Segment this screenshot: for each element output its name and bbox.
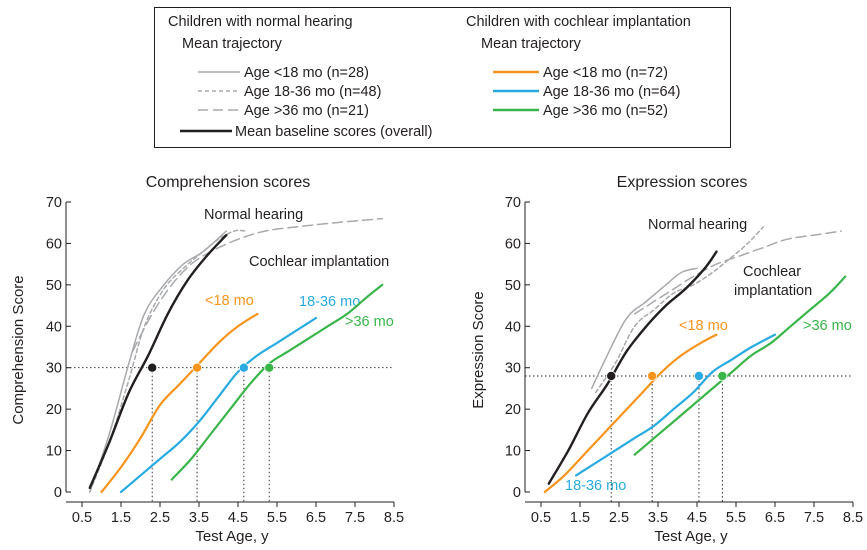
expression-series-age-gt36-mo-n-21 (633, 230, 843, 315)
expression-reference-lines (525, 375, 853, 502)
comprehension-series-mean-baseline-scores-overall (88, 233, 228, 490)
legend-label-ci-lt18: Age <18 mo (n=72) (543, 65, 668, 81)
legend-ci-subheading: Mean trajectory (481, 36, 582, 52)
expression-x-ticks: 0.5 1.5 2.5 3.5 4.5 5.5 6.5 7.5 8.5 (531, 502, 863, 526)
legend-label-baseline: Mean baseline scores (overall) (235, 124, 432, 140)
comprehension-y-tick-label: 20 (46, 402, 62, 418)
comprehension-marker-age-lt18-mo-n-72 (192, 362, 203, 373)
comprehension-y-tick-label: 60 (46, 236, 62, 252)
expression-y-tick-label: 30 (505, 361, 521, 377)
legend-label-ci-gt36: Age >36 mo (n=52) (543, 103, 668, 119)
expression-annotation-cochlear-line1: Cochlear (743, 264, 801, 280)
expression-marker-mean-baseline-scores-overall (606, 370, 617, 381)
comprehension-x-tick-label: 6.5 (306, 510, 326, 526)
comprehension-x-tick-label: 3.5 (189, 510, 209, 526)
expression-x-tick-label: 4.5 (687, 510, 707, 526)
comprehension-x-tick-label: 0.5 (72, 510, 92, 526)
expression-x-tick-label: 6.5 (765, 510, 785, 526)
legend-ci-heading: Children with cochlear implantation (466, 14, 691, 30)
expression-y-tick-label: 20 (505, 402, 521, 418)
comprehension-series-age-18-36-mo-n-48 (89, 229, 247, 493)
expression-x-tick-label: 0.5 (531, 510, 551, 526)
comprehension-y-tick-label: 30 (46, 361, 62, 377)
expression-y-tick-label: 40 (505, 319, 521, 335)
comprehension-series-age-lt18-mo-n-72 (100, 312, 259, 494)
comprehension-y-tick-label: 70 (46, 195, 62, 211)
expression-y-tick-label: 0 (513, 485, 521, 501)
comprehension-series-age-18-36-mo-n-64 (119, 316, 318, 494)
expression-y-ticks: 0 10 20 30 40 50 60 70 (505, 195, 530, 501)
expression-y-axis-label: Expression Score (470, 291, 487, 409)
comprehension-y-ticks: 0 10 20 30 40 50 60 70 (46, 195, 71, 501)
comprehension-y-tick-label: 10 (46, 444, 62, 460)
expression-x-tick-label: 3.5 (648, 510, 668, 526)
comprehension-annotation-cochlear-implantation: Cochlear implantation (249, 254, 389, 270)
comprehension-y-tick-label: 0 (54, 485, 62, 501)
expression-markers (606, 370, 728, 381)
expression-series-age-18-36-mo-n-48 (594, 226, 765, 394)
expression-series-age-lt18-mo-n-72 (543, 333, 718, 494)
expression-y-tick-label: 60 (505, 236, 521, 252)
expression-x-axis-label: Test Age, y (654, 528, 728, 545)
legend-normal-heading: Children with normal hearing (168, 14, 353, 30)
expression-y-tick-label: 10 (505, 444, 521, 460)
legend-label-normal-18-36: Age 18-36 mo (n=48) (244, 84, 381, 100)
expression-annotation-18-36: 18-36 mo (565, 478, 626, 494)
expression-series (543, 226, 847, 494)
comprehension-series (88, 217, 384, 494)
expression-annotation-gt36: >36 mo (803, 318, 852, 334)
comprehension-annotation-lt18: <18 mo (205, 293, 254, 309)
expression-series-age-18-36-mo-n-64 (575, 333, 777, 477)
comprehension-annotation-gt36: >36 mo (345, 314, 394, 330)
expression-marker-age-18-36-mo-n-64 (693, 370, 704, 381)
comprehension-x-ticks: 0.5 1.5 2.5 3.5 4.5 5.5 6.5 7.5 8.5 (72, 502, 404, 526)
legend-label-normal-lt18: Age <18 mo (n=28) (244, 65, 369, 81)
expression-chart-title: Expression scores (617, 174, 748, 191)
comprehension-x-tick-label: 7.5 (345, 510, 365, 526)
comprehension-x-tick-label: 4.5 (228, 510, 248, 526)
comprehension-marker-mean-baseline-scores-overall (147, 362, 158, 373)
expression-marker-age-gt36-mo-n-52 (717, 370, 728, 381)
expression-x-tick-label: 1.5 (570, 510, 590, 526)
expression-series-age-lt18-mo-n-28 (590, 267, 698, 390)
expression-series-mean-baseline-scores-overall (547, 250, 718, 485)
comprehension-chart-title: Comprehension scores (146, 174, 311, 191)
expression-y-tick-label: 50 (505, 278, 521, 294)
legend: Children with normal hearing Mean trajec… (154, 7, 731, 148)
comprehension-x-tick-label: 8.5 (384, 510, 404, 526)
expression-x-tick-label: 8.5 (843, 510, 863, 526)
expression-x-tick-label: 2.5 (609, 510, 629, 526)
comprehension-series-age-gt36-mo-n-52 (170, 283, 384, 481)
comprehension-y-tick-label: 50 (46, 278, 62, 294)
expression-marker-age-lt18-mo-n-72 (647, 370, 658, 381)
expression-annotation-cochlear-line2: implantation (734, 283, 812, 299)
comprehension-x-tick-label: 1.5 (111, 510, 131, 526)
expression-series-age-gt36-mo-n-52 (633, 275, 847, 456)
comprehension-y-tick-label: 40 (46, 319, 62, 335)
comprehension-markers (147, 362, 275, 373)
expression-x-tick-label: 5.5 (726, 510, 746, 526)
legend-box (154, 7, 731, 148)
legend-normal-subheading: Mean trajectory (182, 36, 283, 52)
comprehension-marker-age-gt36-mo-n-52 (264, 362, 275, 373)
expression-chart: Expression scores Normal hearing Cochlea… (470, 174, 863, 545)
comprehension-x-tick-label: 5.5 (267, 510, 287, 526)
comprehension-annotation-normal-hearing: Normal hearing (204, 207, 303, 223)
legend-label-normal-gt36: Age >36 mo (n=21) (244, 103, 369, 119)
comprehension-y-axis-label: Comprehension Score (10, 275, 27, 424)
legend-label-ci-18-36: Age 18-36 mo (n=64) (543, 84, 680, 100)
expression-x-tick-label: 7.5 (804, 510, 824, 526)
expression-y-tick-label: 70 (505, 195, 521, 211)
comprehension-chart: Comprehension scores Normal hearing Coch… (10, 174, 404, 545)
comprehension-x-tick-label: 2.5 (150, 510, 170, 526)
comprehension-marker-age-18-36-mo-n-64 (238, 362, 249, 373)
expression-annotation-normal-hearing: Normal hearing (648, 217, 747, 233)
comprehension-series-age-lt18-mo-n-28 (89, 230, 228, 493)
expression-annotation-lt18: <18 mo (679, 318, 728, 334)
comprehension-x-axis-label: Test Age, y (195, 528, 269, 545)
comprehension-reference-lines (66, 367, 394, 502)
comprehension-series-age-gt36-mo-n-21 (131, 217, 384, 352)
comprehension-annotation-18-36: 18-36 mo (299, 294, 360, 310)
